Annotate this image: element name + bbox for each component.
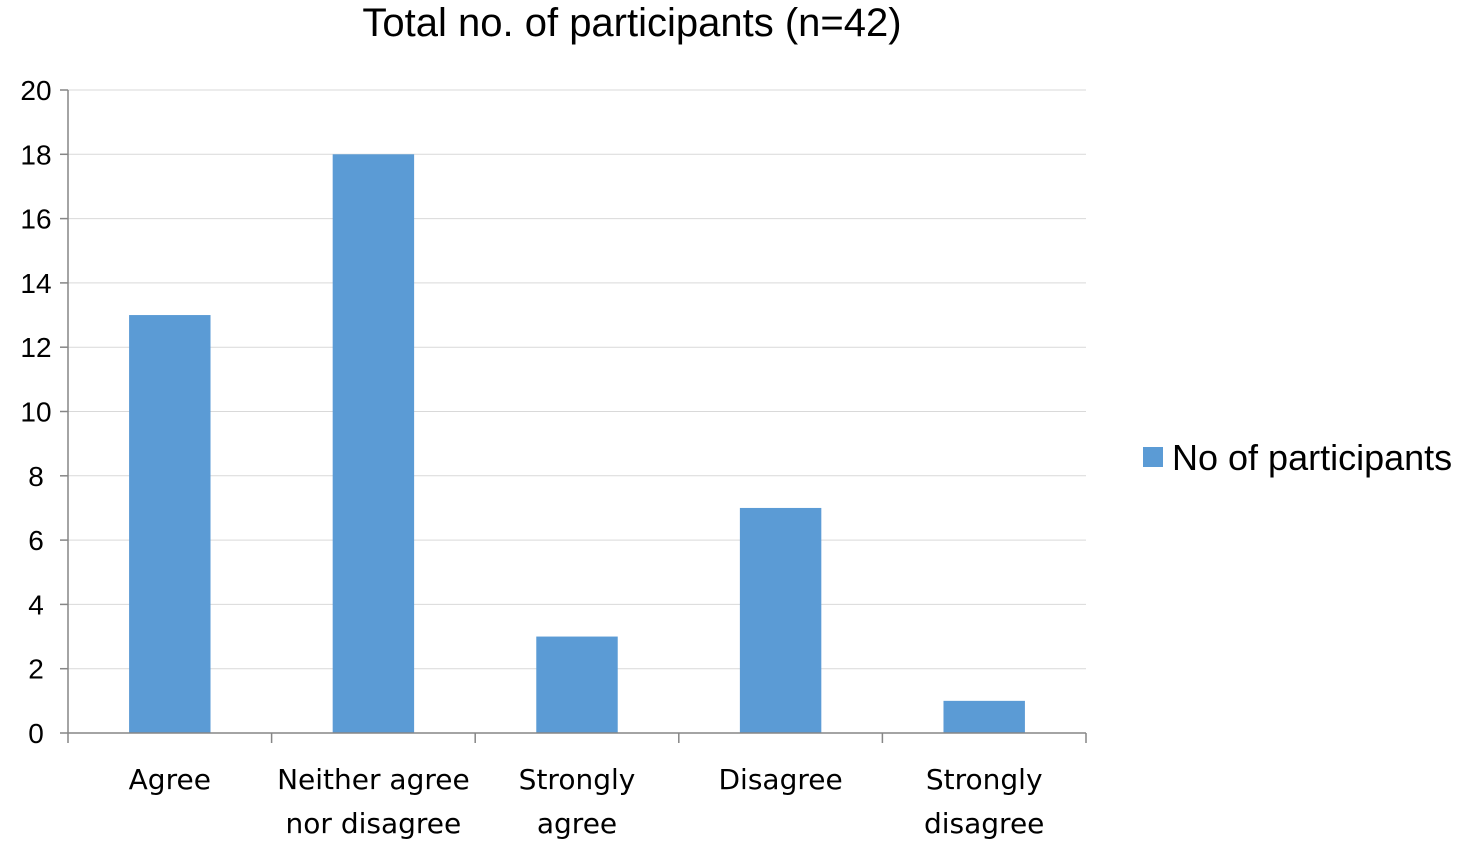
gridlines	[68, 89, 1086, 670]
x-axis-ticks: Agree Neither agree nor disagree Strongly ag…	[129, 763, 1045, 840]
legend-label: No of participants	[1172, 437, 1452, 478]
y-tick-label: 18	[20, 139, 51, 170]
x-tick-label: Strongly disagree	[924, 763, 1044, 840]
bar-2	[332, 154, 415, 734]
axes	[60, 89, 1087, 743]
bar-1	[129, 315, 211, 733]
bar-4	[739, 507, 822, 733]
legend-swatch	[1143, 447, 1163, 467]
y-tick-label: 10	[20, 397, 51, 428]
bars	[129, 154, 1025, 734]
bar-3	[536, 636, 618, 733]
y-tick-label: 16	[20, 204, 51, 235]
y-axis-ticks: 0 2 4 6 8 10 12 14 16 18 20	[20, 75, 51, 749]
y-tick-label: 20	[20, 75, 51, 106]
x-tick-label: Strongly agree	[519, 763, 636, 840]
y-tick-label: 14	[20, 268, 51, 299]
x-tick-label: Neither agree nor disagree	[277, 763, 470, 840]
chart-title: Total no. of participants (n=42)	[362, 1, 901, 45]
x-tick-label: Agree	[129, 763, 211, 796]
y-tick-label: 4	[28, 589, 44, 620]
y-tick-label: 6	[28, 525, 44, 556]
y-tick-label: 0	[28, 718, 44, 749]
bar-5	[943, 700, 1025, 733]
x-tick-label: Disagree	[718, 763, 842, 796]
legend: No of participants	[1143, 437, 1452, 478]
y-tick-label: 2	[28, 654, 44, 685]
y-tick-label: 8	[28, 461, 44, 492]
y-tick-label: 12	[20, 332, 51, 363]
